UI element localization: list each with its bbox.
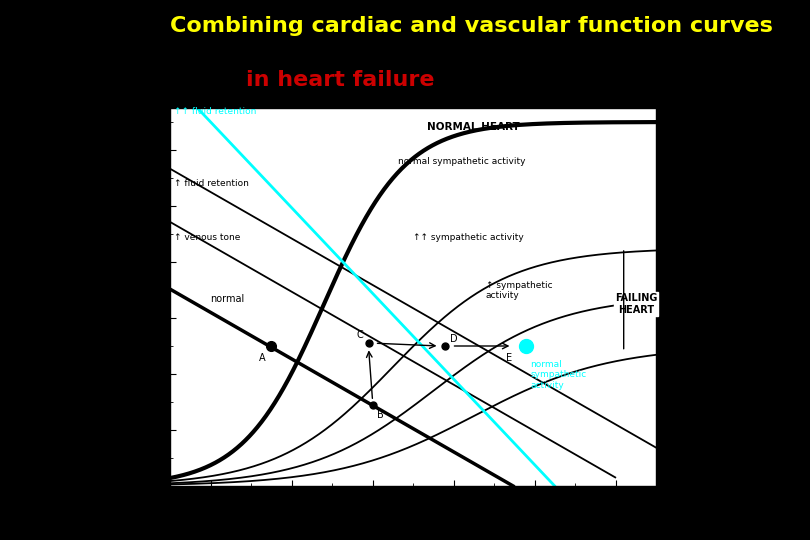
Text: FAILING
HEART: FAILING HEART xyxy=(615,293,657,315)
Text: ↑ sympathetic
activity: ↑ sympathetic activity xyxy=(486,281,552,300)
Text: C: C xyxy=(356,329,363,340)
Text: normal sympathetic activity: normal sympathetic activity xyxy=(398,157,526,166)
Y-axis label: cardiac output or venous return, L/min: cardiac output or venous return, L/min xyxy=(139,202,148,392)
Text: B: B xyxy=(377,410,383,420)
Text: Combining cardiac and vascular function curves: Combining cardiac and vascular function … xyxy=(170,16,773,36)
Text: ↑↑ sympathetic activity: ↑↑ sympathetic activity xyxy=(413,233,524,241)
Text: E: E xyxy=(506,353,513,363)
Text: NORMAL HEART: NORMAL HEART xyxy=(428,122,520,132)
Text: D: D xyxy=(450,334,457,344)
Text: normal: normal xyxy=(211,294,245,304)
Text: ↑↑ fluid retention: ↑↑ fluid retention xyxy=(174,106,257,116)
Text: ↑ fluid retention: ↑ fluid retention xyxy=(174,179,249,188)
X-axis label: central venous pressure, mmHg: central venous pressure, mmHg xyxy=(324,507,502,516)
Text: in heart failure: in heart failure xyxy=(246,70,434,90)
Text: A: A xyxy=(258,353,265,363)
Text: ↑ venous tone: ↑ venous tone xyxy=(174,233,241,241)
Text: normal
sympathetic
activity: normal sympathetic activity xyxy=(531,360,586,390)
